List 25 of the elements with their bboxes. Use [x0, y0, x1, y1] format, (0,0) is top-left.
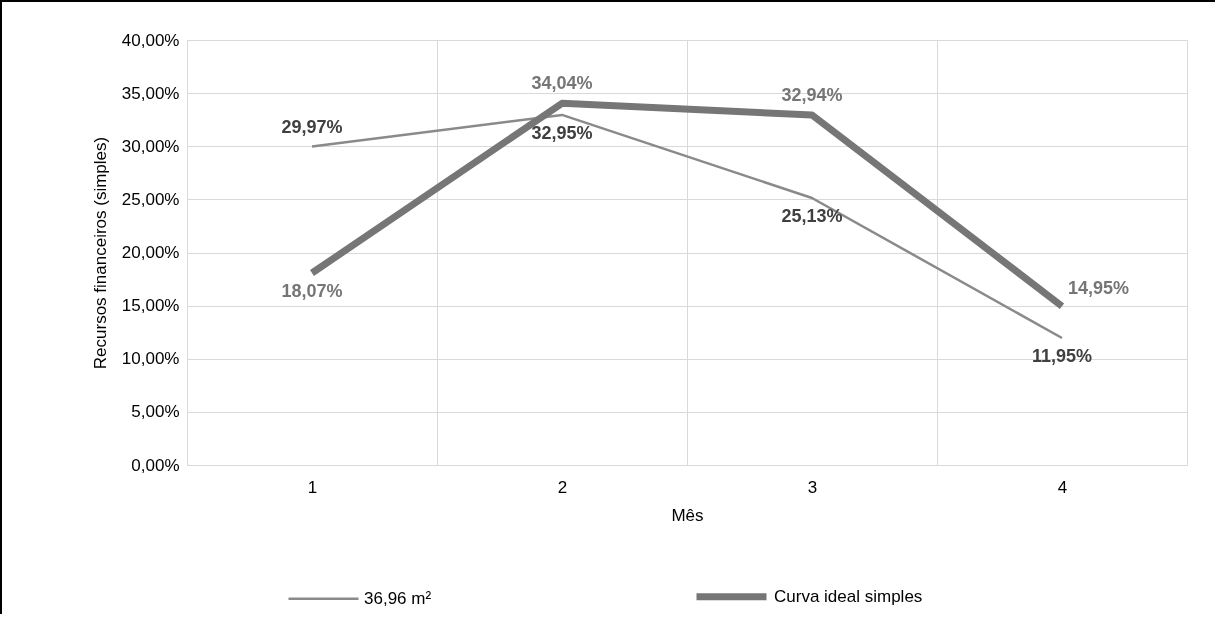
data-label: 32,94%	[781, 85, 843, 106]
x-tick-label: 4	[1057, 477, 1068, 497]
data-label: 18,07%	[281, 281, 343, 302]
y-tick-label: 20,00%	[121, 243, 180, 262]
y-tick-label: 30,00%	[121, 136, 180, 156]
data-label: 32,95%	[531, 122, 593, 143]
legend-label: Curva ideal simples	[774, 586, 923, 606]
y-axis-title: Recursos financeiros (simples)	[90, 136, 110, 370]
data-label: 14,95%	[1068, 278, 1130, 299]
x-tick-label: 1	[307, 477, 318, 497]
y-tick-label: 25,00%	[121, 189, 180, 209]
y-tick-label: 0,00%	[131, 455, 180, 475]
y-tick-label: 5,00%	[131, 402, 180, 422]
y-tick-label: 40,00%	[121, 30, 180, 50]
data-label: 11,95%	[1031, 346, 1093, 367]
data-label: 29,97%	[281, 116, 343, 137]
y-tick-label: 15,00%	[121, 296, 180, 316]
x-tick-label: 3	[807, 477, 818, 497]
y-tick-label: 35,00%	[121, 83, 180, 103]
x-tick-label: 2	[557, 477, 568, 497]
legend-label: 36,96 m²	[364, 588, 432, 608]
data-label: 25,13%	[781, 205, 843, 226]
y-tick-label: 10,00%	[121, 349, 180, 369]
x-axis-title: Mês	[671, 505, 704, 525]
data-label: 34,04%	[531, 73, 593, 94]
